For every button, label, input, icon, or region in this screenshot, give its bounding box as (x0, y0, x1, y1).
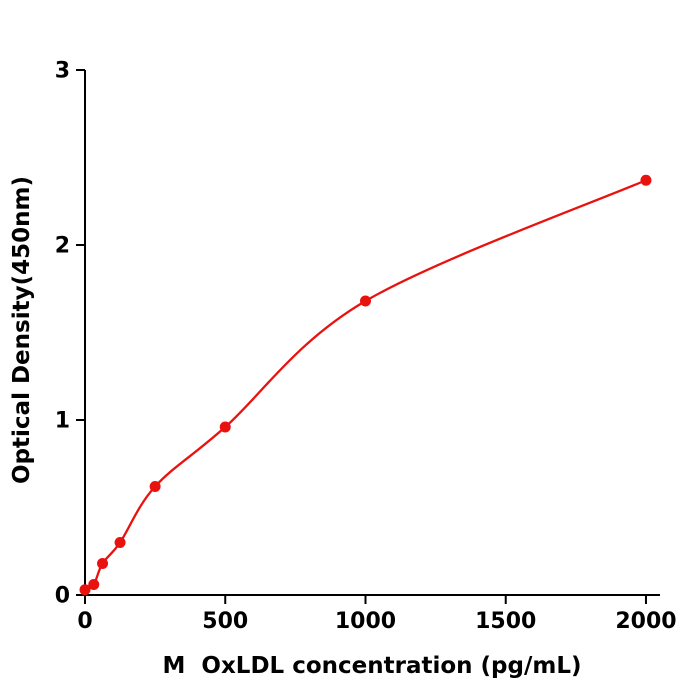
data-point (359, 295, 371, 307)
data-point (149, 481, 161, 492)
x-axis-label: M OxLDL concentration (pg/mL) (162, 653, 582, 679)
fit-curve (84, 179, 647, 591)
data-point (97, 558, 109, 569)
data-point (88, 579, 100, 590)
data-point (219, 421, 231, 433)
y-tick-label: 1 (55, 409, 70, 434)
data-point (79, 584, 91, 596)
x-tick-label: 2000 (615, 609, 676, 634)
x-tick-label: 1000 (335, 609, 396, 634)
x-tick-label: 500 (202, 609, 248, 634)
y-tick-label: 2 (55, 234, 70, 259)
data-point (640, 174, 652, 186)
x-tick-label: 1500 (475, 609, 536, 634)
x-tick-label: 0 (77, 609, 92, 634)
y-axis-label: Optical Density(450nm) (9, 176, 35, 484)
y-tick-label: 0 (55, 584, 70, 609)
y-tick-label: 3 (55, 59, 70, 84)
data-point (114, 537, 126, 548)
